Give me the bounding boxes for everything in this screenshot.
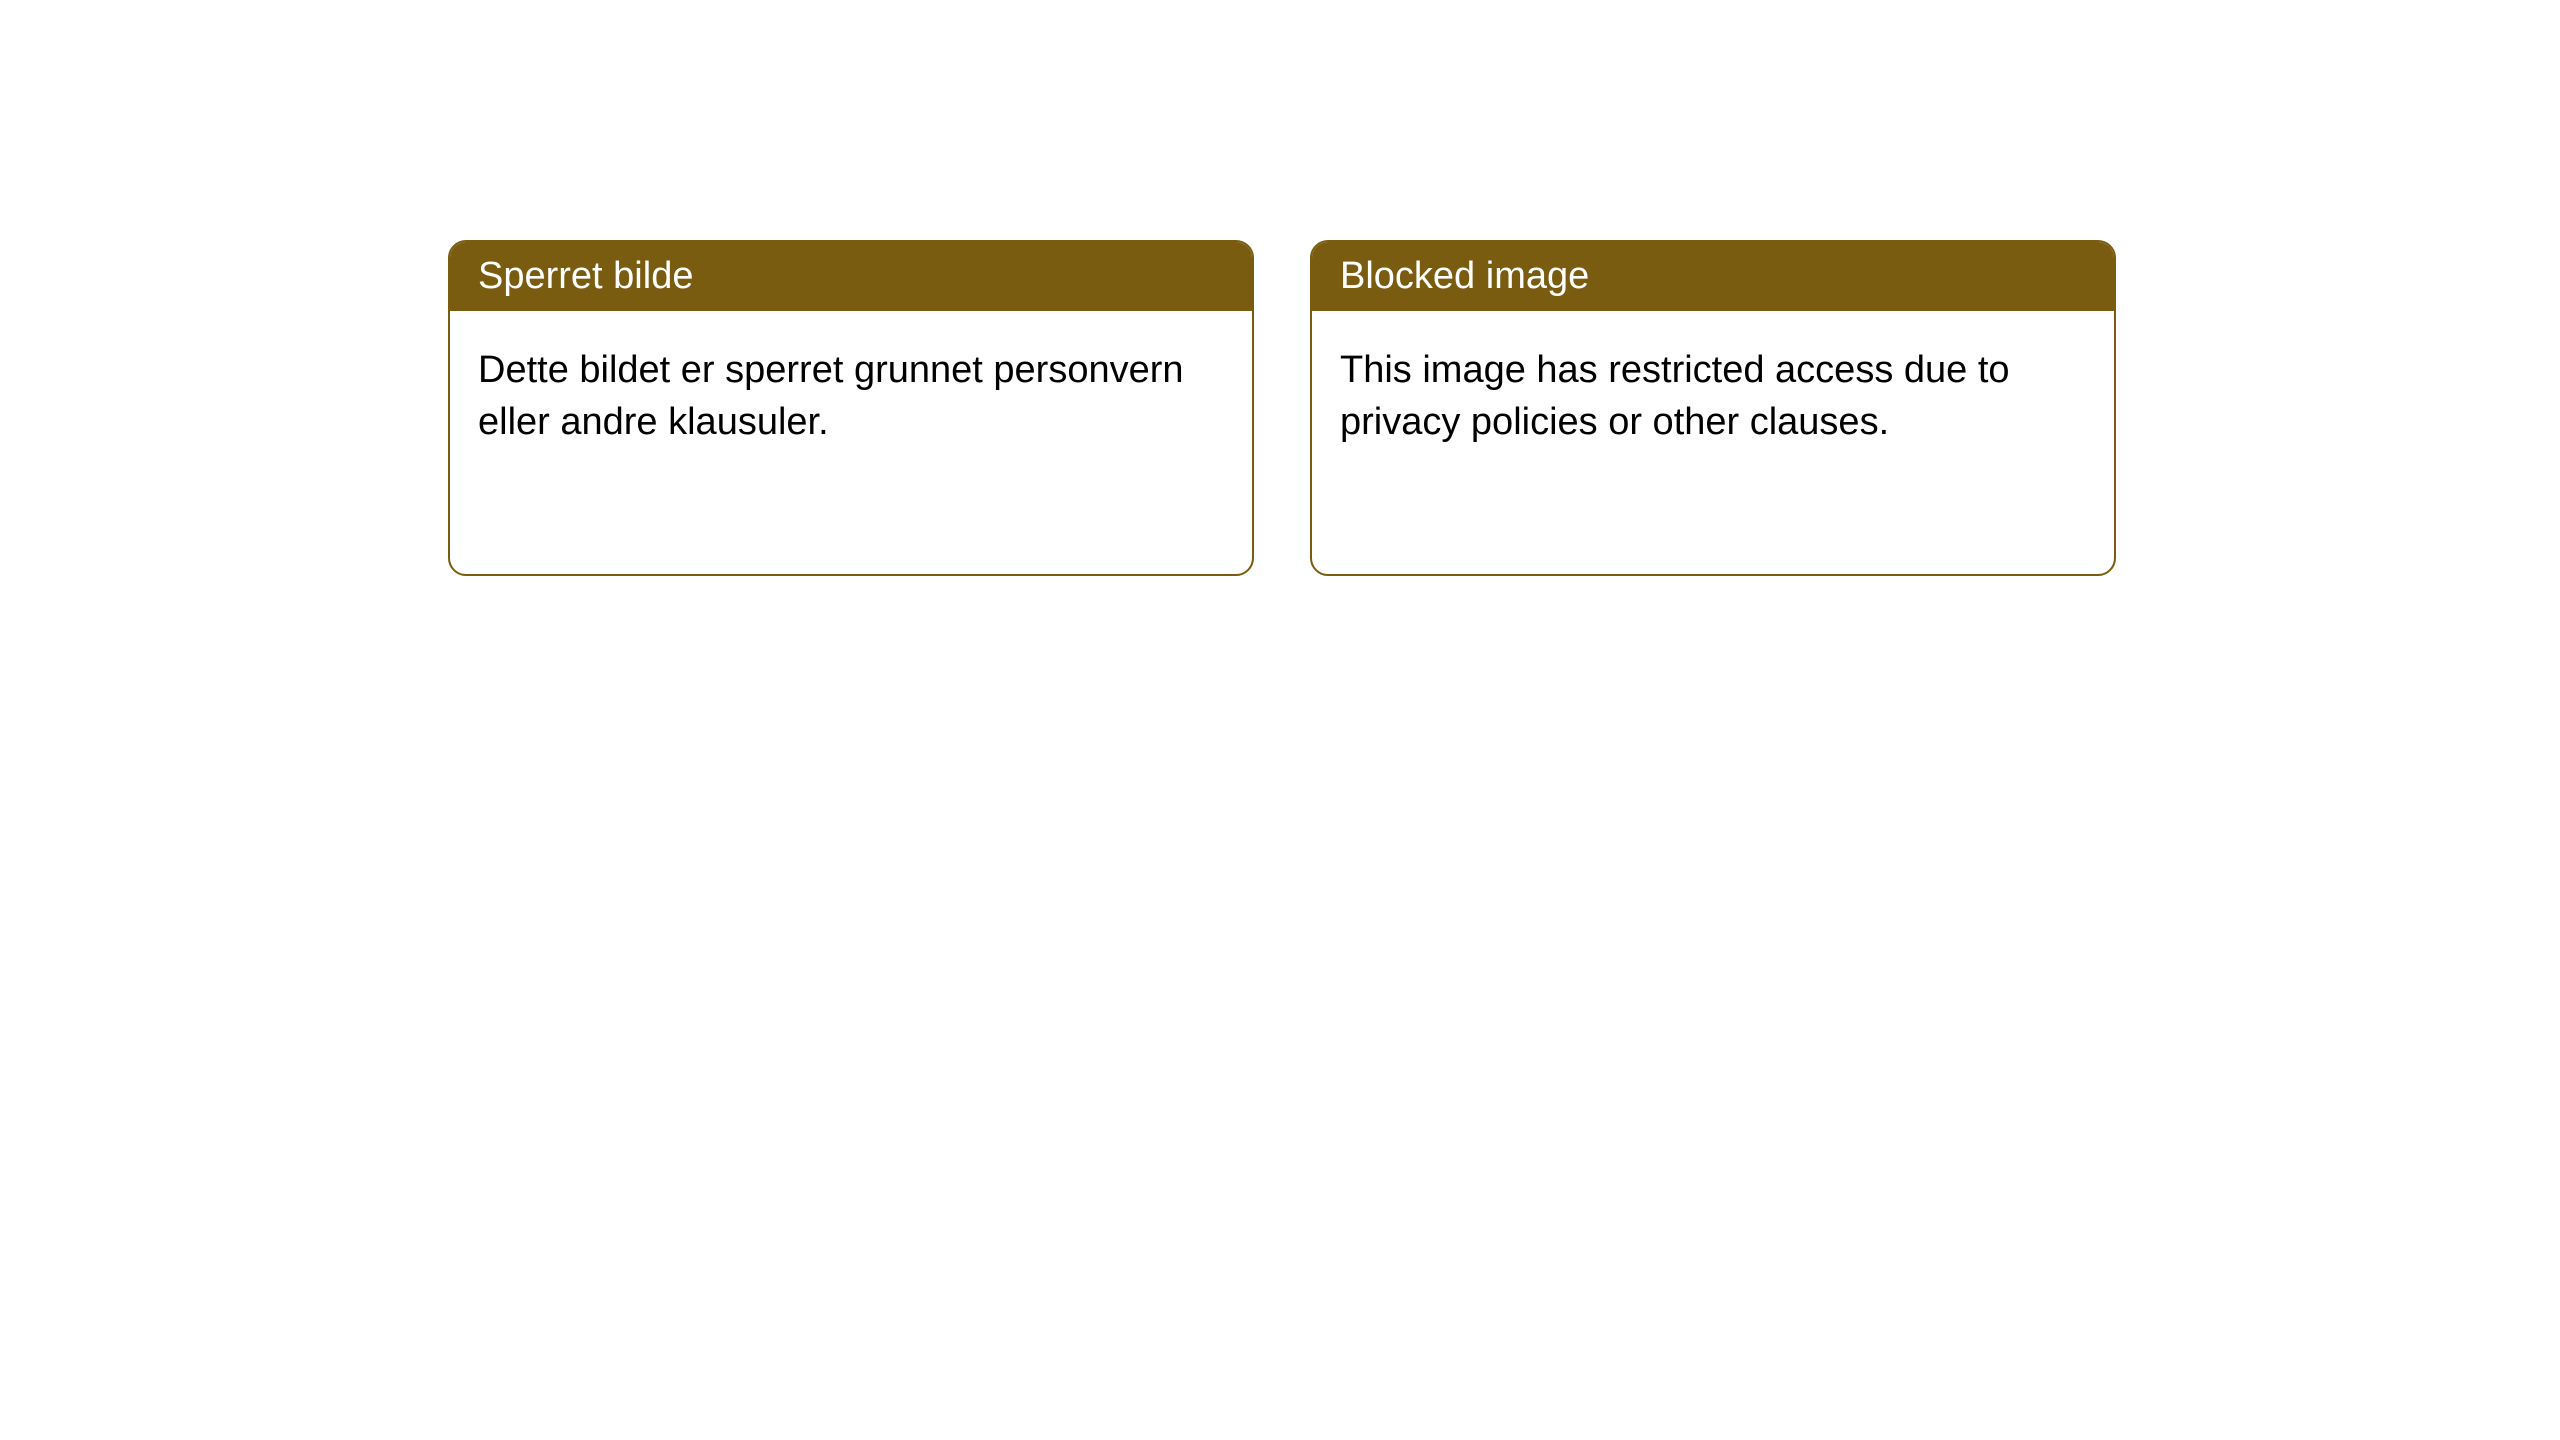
card-message-no: Dette bildet er sperret grunnet personve… — [478, 349, 1184, 442]
card-title-no: Sperret bilde — [478, 255, 693, 297]
card-title-en: Blocked image — [1340, 255, 1589, 297]
blocked-image-card-no: Sperret bilde Dette bildet er sperret gr… — [448, 240, 1254, 576]
card-container: Sperret bilde Dette bildet er sperret gr… — [0, 0, 2560, 576]
card-body-en: This image has restricted access due to … — [1312, 311, 2114, 482]
card-header-no: Sperret bilde — [450, 242, 1252, 311]
card-body-no: Dette bildet er sperret grunnet personve… — [450, 311, 1252, 482]
card-message-en: This image has restricted access due to … — [1340, 349, 2010, 442]
blocked-image-card-en: Blocked image This image has restricted … — [1310, 240, 2116, 576]
card-header-en: Blocked image — [1312, 242, 2114, 311]
